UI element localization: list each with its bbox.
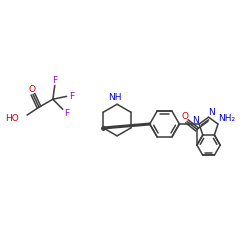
Text: F: F — [64, 109, 69, 118]
Text: O: O — [28, 85, 35, 94]
Text: F: F — [52, 76, 57, 85]
Text: NH₂: NH₂ — [218, 114, 235, 123]
Text: N: N — [192, 116, 198, 124]
Text: O: O — [182, 112, 188, 121]
Text: N: N — [208, 108, 215, 117]
Text: HO: HO — [6, 114, 19, 122]
Text: F: F — [69, 92, 74, 101]
Text: NH: NH — [108, 93, 122, 102]
